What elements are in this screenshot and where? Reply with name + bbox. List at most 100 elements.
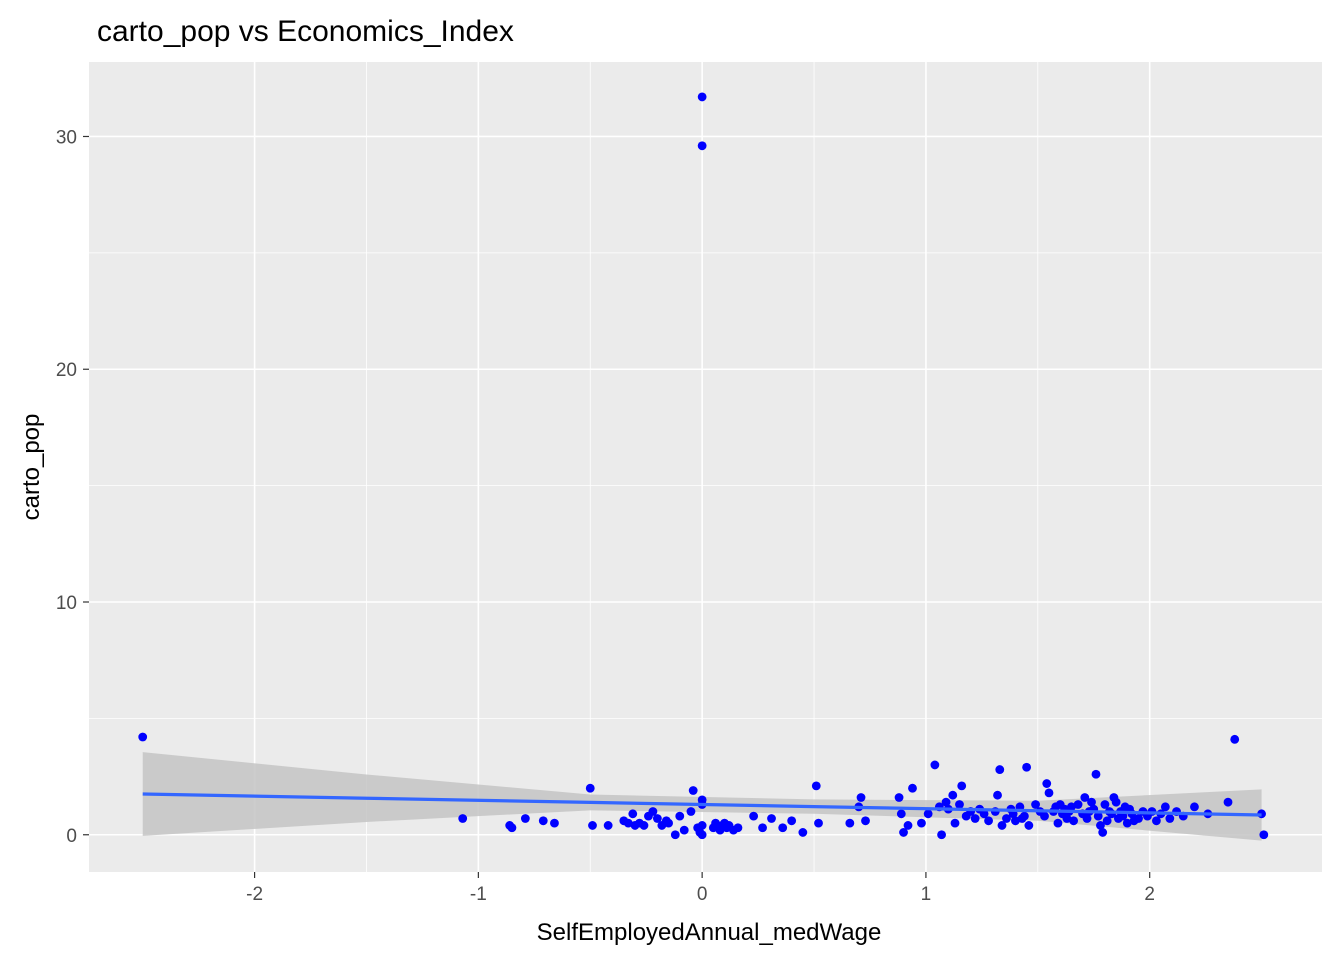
data-point [923,809,933,819]
data-point [628,809,638,819]
data-point [733,823,743,833]
y-tick-label: 30 [56,127,77,148]
data-point [1073,800,1083,809]
data-point [1190,802,1199,812]
data-point [550,818,559,828]
data-point [648,807,658,816]
data-point [798,828,808,837]
data-point [588,821,597,830]
data-point [538,816,548,826]
y-axis: 0 10 20 30 [56,127,89,847]
data-point [639,821,649,830]
data-point [1031,800,1040,809]
plot-panel [89,62,1322,872]
data-point [1111,797,1121,807]
data-point [984,816,993,826]
data-point [711,818,720,828]
data-point [896,809,906,819]
data-point [1069,816,1079,826]
data-point [1091,769,1101,779]
data-point [603,821,613,830]
chart-title: carto_pop vs Economics_Index [97,15,514,48]
smooth-line-layer [142,792,1262,817]
data-point [670,830,680,840]
data-point [1259,830,1269,840]
data-point [1160,802,1170,812]
data-point [652,814,662,823]
data-point [458,814,468,823]
data-point [520,814,530,823]
data-point [856,793,866,802]
data-point [1066,802,1076,812]
y-tick-label: 0 [66,826,77,847]
data-point [899,828,908,837]
data-point [1223,797,1233,807]
data-point [917,818,926,828]
data-point [697,821,707,830]
y-tick-label: 10 [56,593,77,614]
data-point [1019,811,1029,821]
data-point [1042,779,1052,788]
smooth-line [142,792,1262,817]
data-point [697,830,707,840]
data-point [1002,814,1011,823]
data-point [749,811,759,821]
data-point [1096,821,1105,830]
data-point [1102,816,1112,826]
data-point [758,823,767,833]
data-point [993,790,1002,800]
data-point [1165,814,1175,823]
data-point [507,823,517,833]
data-point [814,818,823,828]
data-point [585,783,595,793]
data-point [1022,762,1032,772]
data-point [937,830,946,840]
data-point [894,793,904,802]
x-axis-title: SelfEmployedAnnual_medWage [537,919,882,946]
data-point [1011,816,1020,826]
data-point [778,823,788,833]
confidence-ribbon [142,752,1262,841]
data-point [1134,814,1143,823]
data-point [1087,797,1096,807]
data-point [688,786,698,795]
data-point [1024,821,1034,830]
x-tick-label: -2 [246,884,263,905]
data-point [138,732,148,742]
data-point [903,821,913,830]
data-point [955,800,964,809]
data-point [697,92,707,102]
data-point [948,790,958,800]
data-point [1062,814,1072,823]
x-tick-label: 2 [1144,884,1155,905]
data-point [995,765,1005,774]
data-point [941,797,951,807]
minor-gridlines [89,62,1322,872]
data-point [979,809,989,819]
data-point [1093,811,1103,821]
data-point [686,807,696,816]
data-point [1044,788,1054,798]
data-point [679,825,689,835]
x-tick-label: 0 [697,884,708,905]
data-point [957,781,967,791]
data-point [675,811,685,821]
data-point [1152,816,1161,826]
confidence-ribbon-layer [142,752,1262,841]
data-point [845,818,855,828]
data-point [1040,811,1049,821]
data-point [1100,800,1110,809]
data-point [697,141,707,151]
data-point [811,781,821,791]
data-point [1122,818,1132,828]
data-point [861,816,870,826]
data-point [1230,734,1240,744]
x-tick-label: -1 [470,884,487,905]
data-point [1098,828,1108,837]
data-point [1082,814,1092,823]
data-point [623,818,633,828]
y-tick-label: 20 [56,360,77,381]
data-point [997,821,1007,830]
x-tick-label: 1 [921,884,932,905]
